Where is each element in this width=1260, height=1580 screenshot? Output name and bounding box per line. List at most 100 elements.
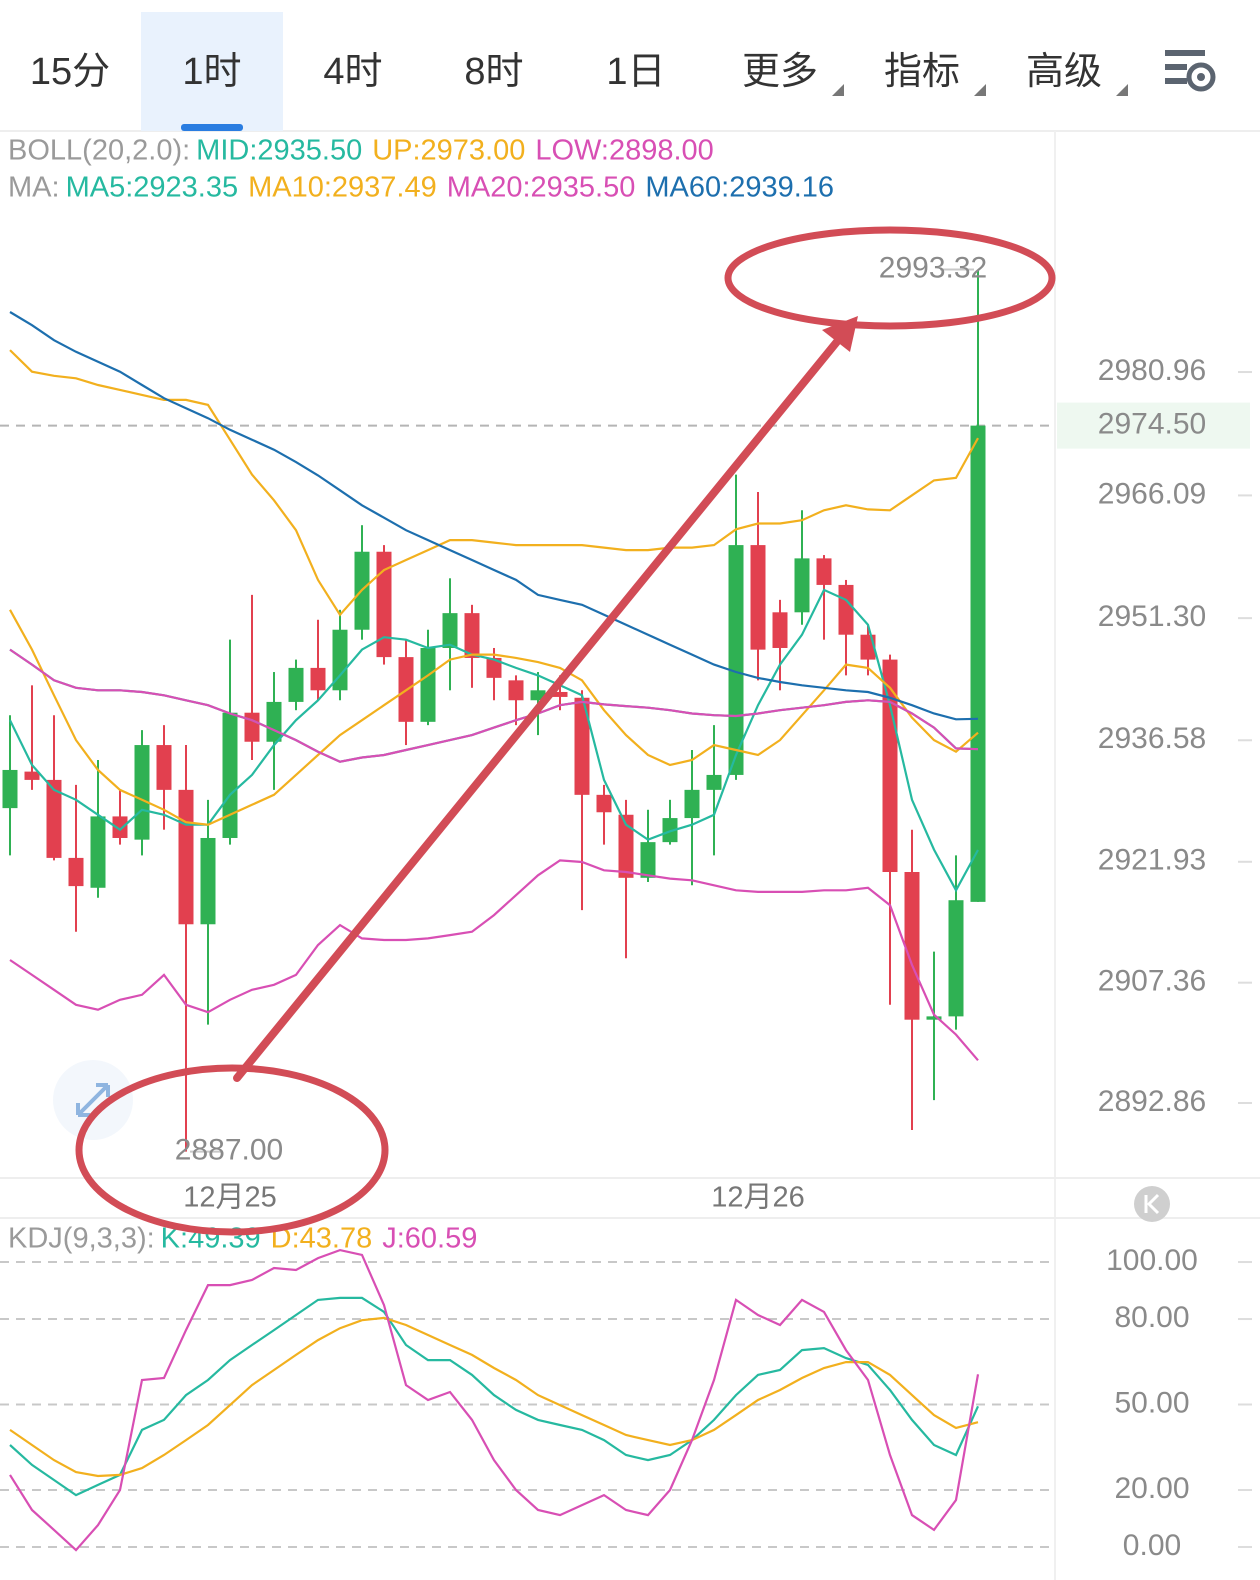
- y-tick-label: 2980.96: [1098, 354, 1206, 387]
- candle-body: [750, 545, 766, 650]
- tab[interactable]: 更多: [742, 51, 818, 93]
- candle-body: [46, 779, 62, 858]
- x-tick-label: 12月26: [711, 1182, 805, 1214]
- candle-body: [904, 872, 920, 1020]
- dropdown-caret: [1116, 84, 1128, 96]
- indicator-line: [9, 609, 979, 826]
- expand-icon[interactable]: [53, 1060, 133, 1140]
- candle-body: [24, 771, 40, 780]
- y-tick-label: 2936.58: [1098, 722, 1206, 755]
- tab-bar: 15分 1时 4时 8时 1日 更多 指标 高级: [0, 12, 1260, 132]
- y-tick-label: 2907.36: [1098, 965, 1206, 998]
- candle-body: [222, 712, 238, 838]
- candle-body: [662, 818, 678, 843]
- indicator-line: [9, 648, 979, 763]
- candle-body: [112, 816, 128, 838]
- icon-bar: [1165, 50, 1205, 56]
- icon-arrows: [76, 1083, 110, 1117]
- legend-entry: MA5:2923.35: [66, 172, 239, 204]
- candle-body: [200, 837, 216, 925]
- legend-entry: MA10:2937.49: [248, 172, 437, 204]
- candle-body: [420, 647, 436, 722]
- candle-body: [486, 657, 502, 678]
- last-price-tag: [1057, 402, 1250, 449]
- candle-body: [926, 1016, 942, 1020]
- indicator-line: [9, 588, 979, 893]
- icon-bar: [1165, 64, 1187, 70]
- candle-body: [508, 680, 524, 701]
- highlight-ellipse: [75, 1064, 389, 1236]
- candle-body: [970, 425, 986, 902]
- candle-body: [90, 816, 106, 888]
- candle-body: [244, 712, 260, 742]
- icon-bar: [1165, 78, 1187, 84]
- tab[interactable]: 1时: [182, 51, 241, 93]
- legend-title: BOLL(20,2.0):: [8, 135, 190, 167]
- candle-body: [156, 745, 172, 790]
- tab[interactable]: 8时: [464, 51, 523, 93]
- candle-body: [618, 814, 634, 878]
- y-tick-label: 20.00: [1114, 1472, 1189, 1505]
- low-annotation: 2887.00: [175, 1134, 283, 1167]
- candle-body: [728, 545, 744, 775]
- dropdown-caret: [974, 84, 986, 96]
- arrow-shaft: [233, 334, 844, 1082]
- arrow-head: [822, 316, 858, 352]
- x-tick-label: 12月25: [183, 1182, 277, 1214]
- candle-body: [310, 667, 326, 691]
- indicator-line: [9, 349, 979, 617]
- icon-glyph: [1144, 1193, 1160, 1215]
- settings-icon[interactable]: [1165, 50, 1216, 92]
- y-tick-label: 80.00: [1114, 1301, 1189, 1334]
- candle-body: [596, 794, 612, 813]
- candle-body: [530, 690, 546, 701]
- scroll-latest-icon[interactable]: [1134, 1186, 1170, 1222]
- legend-entry: LOW:2898.00: [535, 135, 713, 167]
- y-tick-label: 2951.30: [1098, 600, 1206, 633]
- candle-body: [706, 774, 722, 790]
- candle-body: [772, 612, 788, 648]
- legend-entry: MID:2935.50: [196, 135, 362, 167]
- candle-body: [574, 697, 590, 795]
- highlight-ellipse: [724, 226, 1056, 330]
- indicator-line: [9, 1248, 980, 1552]
- dropdown-caret: [832, 84, 844, 96]
- candle-body: [838, 584, 854, 635]
- tab[interactable]: 4时: [323, 51, 382, 93]
- tab[interactable]: 高级: [1026, 51, 1102, 93]
- indicator-line: [9, 1316, 979, 1478]
- y-tick-label: 2892.86: [1098, 1085, 1206, 1118]
- candle-body: [266, 701, 282, 742]
- legend-entry: UP:2973.00: [372, 135, 525, 167]
- candle-body: [640, 842, 656, 878]
- candle-body: [332, 629, 348, 691]
- last-price-label: 2974.50: [1098, 408, 1206, 441]
- tab[interactable]: 指标: [884, 51, 960, 93]
- icon-gear-center: [1197, 73, 1205, 81]
- indicator-line: [9, 1296, 980, 1497]
- y-tick-label: 50.00: [1114, 1386, 1189, 1419]
- candle-body: [948, 900, 964, 1017]
- tab[interactable]: 1日: [606, 51, 665, 93]
- annotation-overlay: 2993.32 2887.00: [53, 226, 1170, 1236]
- candle-body: [464, 613, 480, 658]
- y-tick-label: 2966.09: [1098, 477, 1206, 510]
- candle-body: [684, 789, 700, 819]
- legend-entry: J:60.59: [382, 1223, 477, 1255]
- y-tick-label: 2921.93: [1098, 844, 1206, 877]
- candle-body: [178, 789, 194, 925]
- candle-body: [442, 613, 458, 648]
- candle-body: [376, 551, 392, 658]
- y-tick-label: 100.00: [1106, 1244, 1198, 1277]
- candle-body: [288, 667, 304, 702]
- candle-body: [816, 558, 832, 585]
- candle-body: [134, 745, 150, 840]
- tab[interactable]: 15分: [30, 51, 110, 93]
- candle-body: [552, 691, 568, 697]
- legend-title: MA:: [8, 172, 60, 204]
- icon-bg: [1134, 1186, 1170, 1222]
- icon-gear: [1186, 62, 1216, 92]
- legend-entry: MA60:2939.16: [645, 172, 834, 204]
